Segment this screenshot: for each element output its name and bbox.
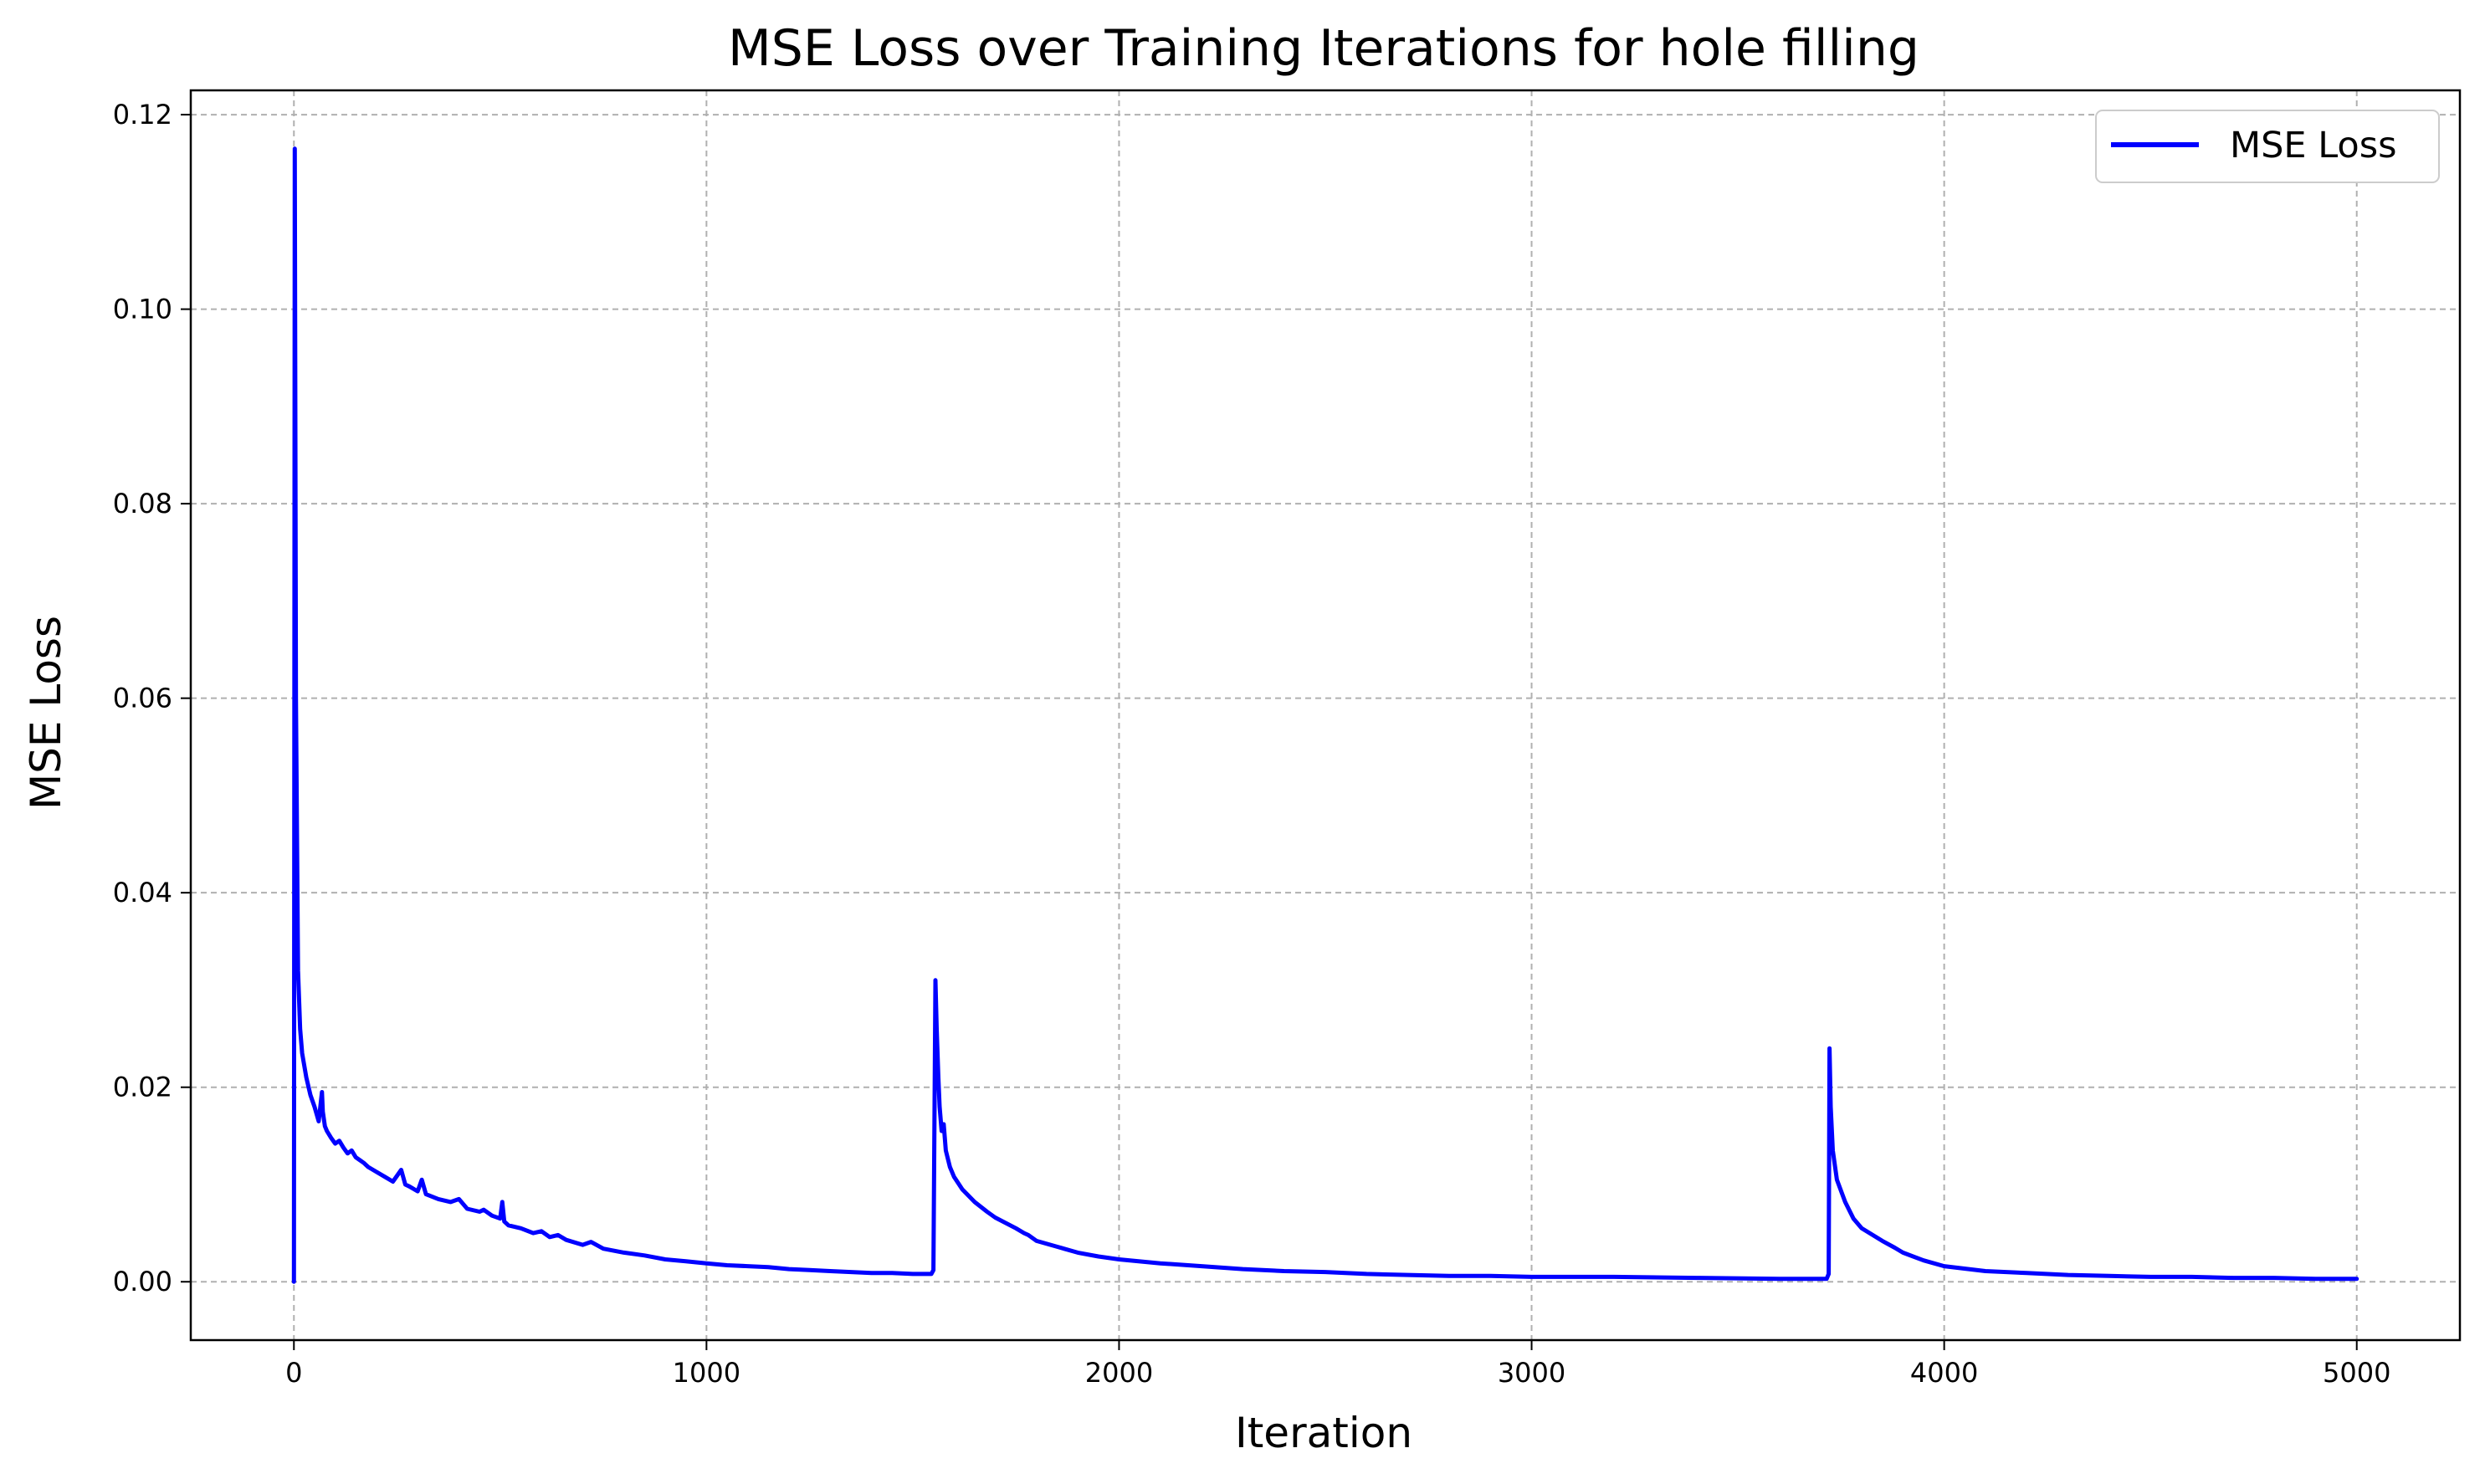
y-tick-label: 0.08 [113, 488, 172, 519]
chart-title: MSE Loss over Training Iterations for ho… [728, 19, 1919, 78]
grid [191, 90, 2460, 1340]
x-tick-label: 5000 [2323, 1357, 2390, 1389]
series-line-mse-loss [291, 146, 2359, 1284]
y-tick-label: 0.00 [113, 1266, 172, 1297]
x-tick-label: 1000 [673, 1357, 740, 1389]
x-tick-label: 3000 [1498, 1357, 1565, 1389]
x-tick-label: 0 [285, 1357, 302, 1389]
x-tick-label: 4000 [1910, 1357, 1978, 1389]
legend-label: MSE Loss [2230, 125, 2397, 166]
y-tick-label: 0.04 [113, 877, 172, 908]
plot-frame [189, 89, 2462, 1342]
x-tick-label: 2000 [1085, 1357, 1153, 1389]
series-layer [291, 146, 2359, 1284]
axis-ticks: 0 1000 2000 3000 4000 5000 0.00 0.02 0.04 0.06 0.0… [113, 99, 2391, 1389]
y-tick-label: 0.06 [113, 683, 172, 714]
x-axis-label: Iteration [1235, 1409, 1412, 1457]
y-axis-label: MSE Loss [22, 616, 70, 810]
legend-box [2095, 110, 2440, 183]
y-tick-label: 0.02 [113, 1072, 172, 1103]
legend: MSE Loss [2095, 110, 2440, 183]
y-tick-label: 0.10 [113, 294, 172, 325]
y-tick-label: 0.12 [113, 99, 172, 130]
